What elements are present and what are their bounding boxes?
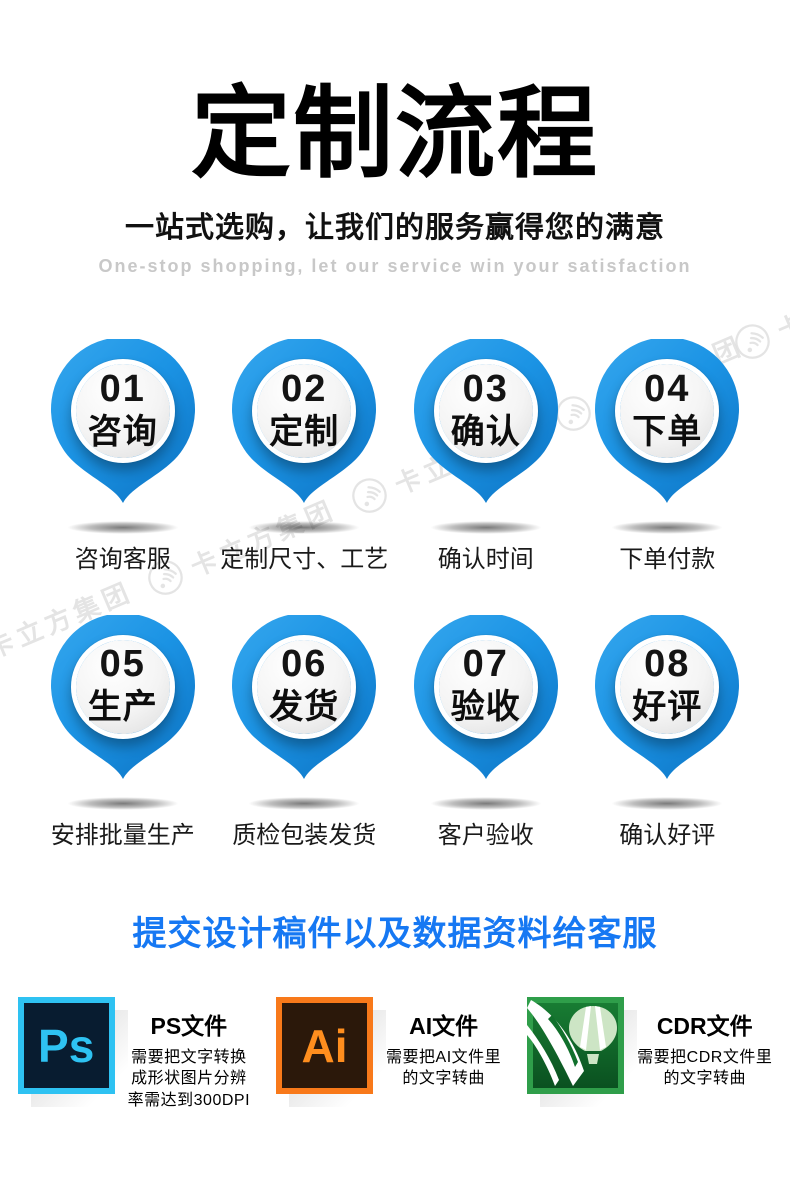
- pin-inner-circle: 02 定制: [252, 359, 357, 463]
- file-desc-line: 需要把AI文件里: [386, 1049, 502, 1067]
- process-step: 02 定制 定制尺寸、工艺: [214, 339, 396, 577]
- pin-inner-circle: 03 确认: [433, 359, 538, 463]
- step-number: 06: [281, 643, 328, 686]
- subtitle: 一站式选购，让我们的服务赢得您的满意: [124, 212, 665, 244]
- process-step: 05 生产 安排批量生产: [32, 614, 214, 853]
- file-desc-line: 的文字转曲: [402, 1070, 485, 1088]
- file-text: AI文件 需要把AI文件里 的文字转曲: [386, 997, 501, 1090]
- notice-heading: 提交设计稿件以及数据资料给客服: [132, 915, 658, 954]
- step-word: 好评: [632, 688, 703, 727]
- location-pin-icon: 01 咨询: [50, 339, 196, 505]
- file-title: PS文件: [150, 1013, 228, 1040]
- file-desc-line: 率需达到300DPI: [127, 1091, 251, 1109]
- pin-shadow: [66, 796, 179, 810]
- process-step: 06 发货 质检包装发货: [214, 614, 396, 853]
- file-group-cdr: CDR文件 需要把CDR文件里 的文字转曲: [527, 997, 772, 1108]
- step-number: 05: [99, 643, 146, 686]
- step-word: 定制: [269, 412, 340, 451]
- step-number: 01: [99, 367, 146, 410]
- file-group-ps: Ps PS文件 需要把文字转换 成形状图片分辨 率需达到300DPI: [17, 997, 250, 1111]
- step-label: 质检包装发货: [232, 821, 377, 849]
- photoshop-icon-face: Ps: [17, 997, 115, 1095]
- file-desc: 需要把CDR文件里 的文字转曲: [637, 1047, 772, 1090]
- pin-inner-circle: 04 下单: [615, 359, 720, 463]
- step-number: 03: [462, 367, 509, 410]
- file-text: PS文件 需要把文字转换 成形状图片分辨 率需达到300DPI: [128, 997, 250, 1111]
- file-desc-line: 成形状图片分辨: [131, 1070, 247, 1088]
- illustrator-icon: Ai: [276, 997, 387, 1108]
- file-group-ai: Ai AI文件 需要把AI文件里 的文字转曲: [276, 997, 501, 1108]
- pin-shadow: [248, 521, 361, 534]
- pin-inner-circle: 01 咨询: [70, 359, 175, 463]
- file-desc-line: 的文字转曲: [663, 1070, 746, 1088]
- process-step: 08 好评 确认好评: [577, 614, 759, 853]
- file-text: CDR文件 需要把CDR文件里 的文字转曲: [637, 997, 772, 1090]
- file-desc: 需要把AI文件里 的文字转曲: [386, 1047, 501, 1090]
- location-pin-icon: 04 下单: [594, 339, 740, 505]
- coreldraw-icon: [527, 997, 638, 1108]
- pin-shadow: [248, 796, 361, 810]
- subtitle-en: One-stop shopping, let our service win y…: [98, 256, 692, 276]
- step-number: 02: [281, 367, 328, 410]
- file-desc: 需要把文字转换 成形状图片分辨 率需达到300DPI: [128, 1047, 250, 1111]
- photoshop-icon: Ps: [17, 997, 128, 1108]
- step-label: 定制尺寸、工艺: [220, 546, 389, 573]
- coreldraw-icon-face: [527, 997, 625, 1095]
- process-step: 07 验收 客户验收: [395, 614, 577, 853]
- process-step: 01 咨询 咨询客服: [32, 339, 214, 577]
- step-label: 客户验收: [437, 821, 534, 849]
- pin-inner-circle: 05 生产: [70, 634, 175, 739]
- file-title: AI文件: [409, 1013, 479, 1040]
- step-word: 下单: [632, 412, 703, 451]
- step-word: 发货: [269, 688, 340, 727]
- location-pin-icon: 08 好评: [594, 614, 740, 781]
- process-step: 04 下单 下单付款: [577, 339, 759, 577]
- step-label: 确认好评: [619, 821, 716, 849]
- pin-shadow: [429, 796, 542, 810]
- pin-inner-circle: 07 验收: [433, 634, 538, 739]
- process-step: 03 确认 确认时间: [395, 339, 577, 577]
- process-steps: 01 咨询 咨询客服: [32, 339, 758, 852]
- file-requirements: Ps PS文件 需要把文字转换 成形状图片分辨 率需达到300DPI Ai AI…: [0, 997, 790, 1111]
- step-label: 咨询客服: [74, 546, 171, 573]
- page-title: 定制流程: [191, 78, 599, 190]
- step-word: 咨询: [87, 412, 158, 451]
- step-number: 07: [462, 643, 509, 686]
- location-pin-icon: 05 生产: [50, 614, 196, 781]
- step-word: 生产: [87, 688, 158, 727]
- step-word: 确认: [450, 412, 521, 451]
- location-pin-icon: 06 发货: [231, 614, 377, 781]
- location-pin-icon: 03 确认: [413, 339, 559, 505]
- pin-shadow: [429, 521, 542, 534]
- step-number: 08: [644, 643, 691, 686]
- pin-shadow: [611, 796, 724, 810]
- location-pin-icon: 02 定制: [231, 339, 377, 505]
- pin-inner-circle: 08 好评: [615, 634, 720, 739]
- illustrator-icon-face: Ai: [276, 997, 374, 1095]
- file-title: CDR文件: [656, 1013, 753, 1040]
- pin-inner-circle: 06 发货: [252, 634, 357, 739]
- step-number: 04: [644, 367, 691, 410]
- file-desc-line: 需要把CDR文件里: [637, 1049, 773, 1067]
- step-label: 确认时间: [437, 546, 534, 573]
- file-desc-line: 需要把文字转换: [131, 1049, 247, 1067]
- step-word: 验收: [450, 688, 521, 727]
- step-label: 安排批量生产: [50, 821, 195, 849]
- pin-shadow: [66, 521, 179, 534]
- pin-shadow: [611, 521, 724, 534]
- step-label: 下单付款: [619, 546, 716, 573]
- location-pin-icon: 07 验收: [413, 614, 559, 781]
